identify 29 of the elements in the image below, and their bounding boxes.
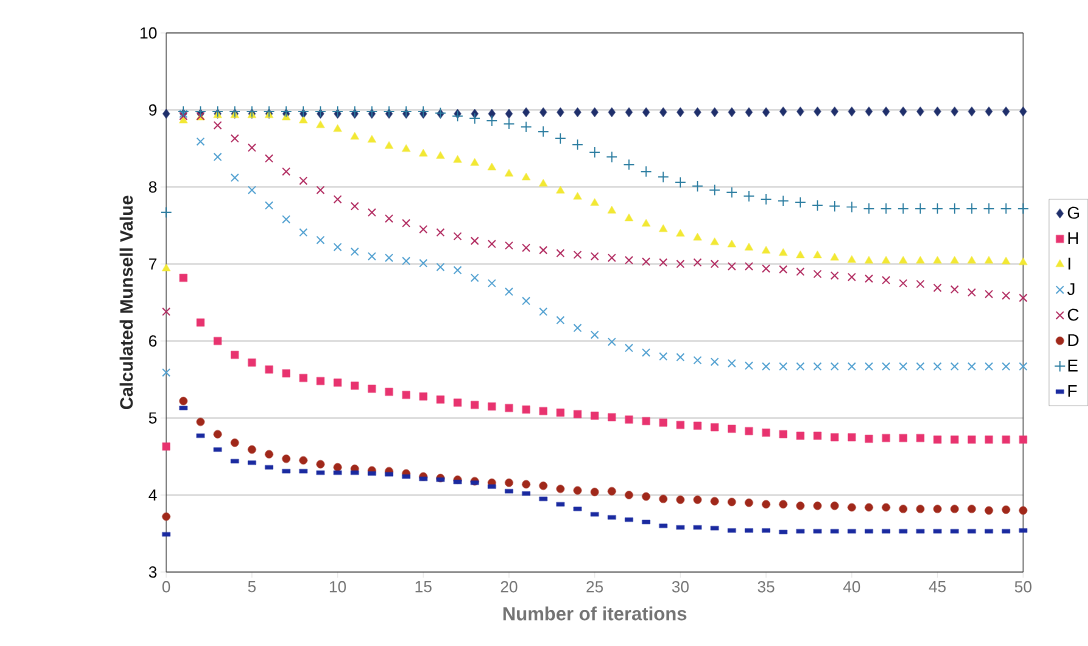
y-tick-label: 8 — [148, 181, 157, 193]
x-axis-title: Number of iterations — [503, 606, 687, 621]
legend-label: I — [1068, 257, 1071, 270]
x-tick-label: 45 — [928, 581, 946, 593]
y-tick-label: 10 — [140, 27, 157, 39]
legend-label: E — [1068, 359, 1078, 372]
y-tick-label: 3 — [148, 566, 157, 578]
x-tick-label: 35 — [757, 581, 775, 593]
legend-label: J — [1067, 283, 1075, 296]
x-tick-label: 0 — [162, 581, 171, 593]
legend-label: G — [1067, 206, 1079, 219]
x-tick-label: 20 — [500, 581, 518, 593]
legend-label: C — [1067, 308, 1079, 321]
y-axis-title: Calculated Munsell Value — [119, 195, 133, 410]
x-tick-label: 50 — [1014, 581, 1032, 593]
legend-label: F — [1068, 385, 1077, 397]
x-tick-label: 15 — [415, 581, 432, 593]
x-tick-label: 30 — [672, 581, 689, 593]
y-tick-label: 5 — [148, 412, 157, 424]
legend-label: H — [1068, 232, 1078, 245]
y-tick-label: 4 — [148, 489, 157, 501]
y-tick-label: 6 — [149, 335, 157, 347]
y-tick-label: 9 — [149, 104, 157, 116]
y-tick-label: 7 — [149, 258, 157, 270]
legend-label: D — [1068, 334, 1079, 346]
x-tick-label: 40 — [843, 581, 861, 593]
x-tick-label: 10 — [329, 581, 346, 593]
x-tick-label: 25 — [586, 581, 603, 593]
x-tick-label: 5 — [248, 581, 256, 593]
